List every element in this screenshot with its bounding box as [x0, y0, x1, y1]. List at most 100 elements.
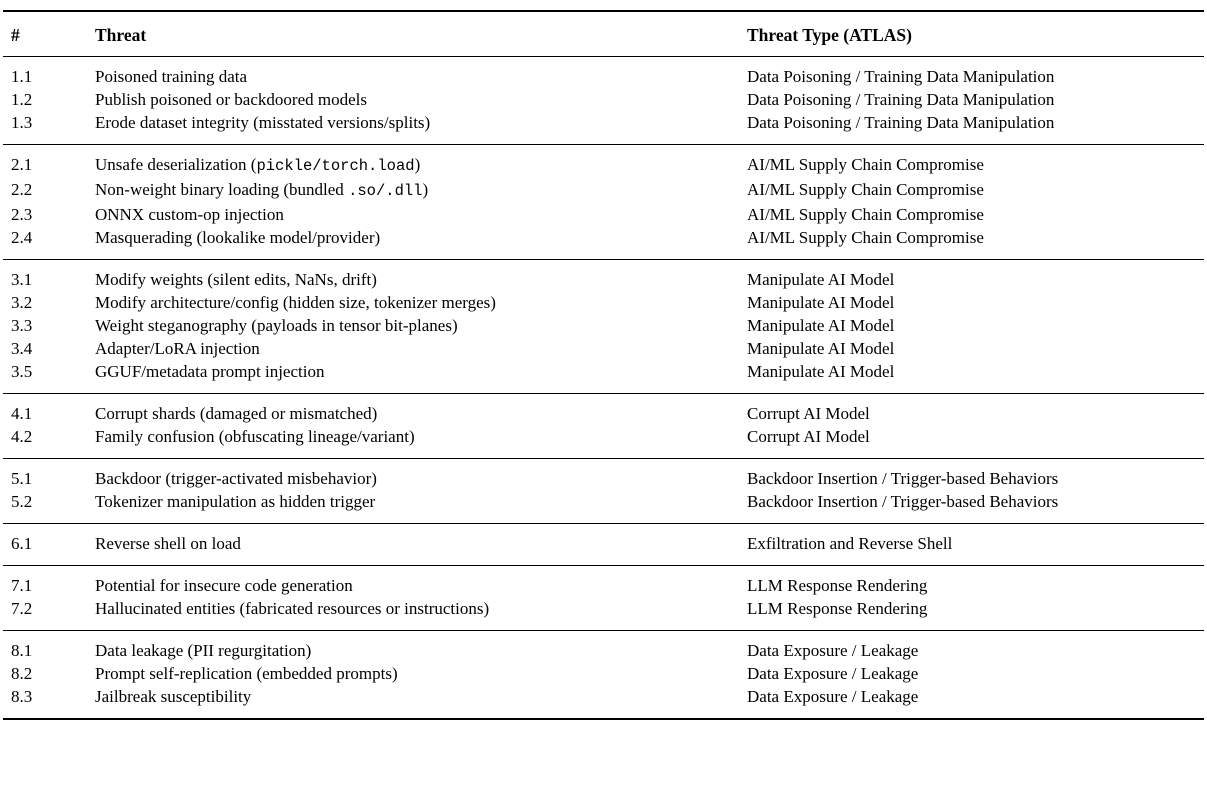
threat-number-cell: 4.1	[11, 404, 33, 423]
threat-type-cell: Data Poisoning / Training Data Manipulat…	[747, 67, 1055, 86]
threat-number-cell: 8.2	[11, 664, 33, 683]
threat-cell: Corrupt shards (damaged or mismatched)	[95, 394, 747, 426]
table-row: 2.1 Unsafe deserialization (pickle/torch.…	[3, 145, 1204, 179]
threat-cell: Data leakage (PII regurgitation)	[95, 631, 747, 663]
threat-text: Adapter/LoRA injection	[95, 339, 260, 358]
table-row: 2.3 ONNX custom-op injection AI/ML Supply …	[3, 203, 1204, 226]
table-row: 8.1 Data leakage (PII regurgitation) Data …	[3, 631, 1204, 663]
threat-type-cell: Data Exposure / Leakage	[747, 664, 919, 683]
threat-cell: Non-weight binary loading (bundled .so/.…	[95, 178, 747, 203]
table-row: 1.3 Erode dataset integrity (misstated ve…	[3, 111, 1204, 145]
table-row: 3.4 Adapter/LoRA injection Manipulate AI M…	[3, 337, 1204, 360]
threat-type-cell: AI/ML Supply Chain Compromise	[747, 155, 984, 174]
threat-number-cell: 2.1	[11, 155, 33, 174]
threat-type-cell: LLM Response Rendering	[747, 599, 928, 618]
threat-text: )	[422, 180, 429, 199]
threat-number-cell: 3.3	[11, 316, 33, 335]
threat-type-cell: Exfiltration and Reverse Shell	[747, 534, 953, 553]
threat-text: )	[414, 155, 421, 174]
threat-text: Family confusion (obfuscating lineage/va…	[95, 427, 415, 446]
threat-number-cell: 2.2	[11, 180, 33, 199]
threat-cell: ONNX custom-op injection	[95, 203, 747, 226]
threat-text: Prompt self-replication (embedded prompt…	[95, 664, 398, 683]
threat-type-cell: AI/ML Supply Chain Compromise	[747, 205, 984, 224]
threat-cell: Potential for insecure code generation	[95, 566, 747, 598]
table-row: 4.2 Family confusion (obfuscating lineage…	[3, 425, 1204, 459]
code-text: pickle/torch.load	[256, 157, 415, 175]
table-row: 2.2 Non-weight binary loading (bundled .s…	[3, 178, 1204, 203]
threat-table: # Threat Threat Type (ATLAS) 1.1 Poisoned…	[3, 10, 1204, 720]
threat-number-cell: 5.2	[11, 492, 33, 511]
threat-text: Weight steganography (payloads in tensor…	[95, 316, 458, 335]
threat-type-cell: Manipulate AI Model	[747, 339, 895, 358]
threat-text: Masquerading (lookalike model/provider)	[95, 228, 381, 247]
column-header-num: #	[11, 25, 20, 45]
threat-cell: Backdoor (trigger-activated misbehavior)	[95, 459, 747, 491]
threat-group: 2.1 Unsafe deserialization (pickle/torch.…	[3, 144, 1204, 260]
threat-type-cell: Backdoor Insertion / Trigger-based Behav…	[747, 469, 1059, 488]
threat-number-cell: 8.1	[11, 641, 33, 660]
threat-text: Erode dataset integrity (misstated versi…	[95, 113, 431, 132]
threat-type-cell: Manipulate AI Model	[747, 293, 895, 312]
threat-cell: Masquerading (lookalike model/provider)	[95, 226, 747, 260]
threat-cell: Reverse shell on load	[95, 524, 747, 566]
threat-text: Corrupt shards (damaged or mismatched)	[95, 404, 378, 423]
table-row: 1.2 Publish poisoned or backdoored models…	[3, 88, 1204, 111]
table-header: # Threat Threat Type (ATLAS)	[3, 11, 1204, 57]
threat-cell: Modify weights (silent edits, NaNs, drif…	[95, 260, 747, 292]
threat-number-cell: 1.1	[11, 67, 33, 86]
table-row: 3.5 GGUF/metadata prompt injection Manipul…	[3, 360, 1204, 394]
threat-type-cell: Manipulate AI Model	[747, 270, 895, 289]
threat-cell: Tokenizer manipulation as hidden trigger	[95, 490, 747, 524]
threat-cell: Erode dataset integrity (misstated versi…	[95, 111, 747, 145]
threat-number-cell: 1.2	[11, 90, 33, 109]
threat-text: ONNX custom-op injection	[95, 205, 284, 224]
table-row: 3.2 Modify architecture/config (hidden si…	[3, 291, 1204, 314]
threat-type-cell: LLM Response Rendering	[747, 576, 928, 595]
table-row: 7.2 Hallucinated entities (fabricated res…	[3, 597, 1204, 631]
table-row: 4.1 Corrupt shards (damaged or mismatched…	[3, 394, 1204, 426]
threat-text: Potential for insecure code generation	[95, 576, 353, 595]
threat-type-cell: Manipulate AI Model	[747, 316, 895, 335]
column-header-threat: Threat	[95, 25, 147, 45]
threat-cell: GGUF/metadata prompt injection	[95, 360, 747, 394]
threat-number-cell: 1.3	[11, 113, 33, 132]
threat-type-cell: AI/ML Supply Chain Compromise	[747, 180, 984, 199]
threat-cell: Weight steganography (payloads in tensor…	[95, 314, 747, 337]
threat-number-cell: 8.3	[11, 687, 33, 706]
threat-text: GGUF/metadata prompt injection	[95, 362, 325, 381]
threat-type-cell: Corrupt AI Model	[747, 404, 870, 423]
table-row: 7.1 Potential for insecure code generatio…	[3, 566, 1204, 598]
threat-text: Poisoned training data	[95, 67, 248, 86]
threat-text: Publish poisoned or backdoored models	[95, 90, 367, 109]
threat-cell: Adapter/LoRA injection	[95, 337, 747, 360]
threat-type-cell: Manipulate AI Model	[747, 362, 895, 381]
threat-text: Modify architecture/config (hidden size,…	[95, 293, 496, 312]
threat-group: 1.1 Poisoned training data Data Poisoning …	[3, 56, 1204, 145]
threat-number-cell: 3.5	[11, 362, 33, 381]
threat-group: 3.1 Modify weights (silent edits, NaNs, d…	[3, 259, 1204, 394]
threat-number-cell: 3.1	[11, 270, 33, 289]
threat-number-cell: 4.2	[11, 427, 33, 446]
threat-group: 5.1 Backdoor (trigger-activated misbehavi…	[3, 458, 1204, 524]
threat-text: Jailbreak susceptibility	[95, 687, 252, 706]
threat-text: Tokenizer manipulation as hidden trigger	[95, 492, 376, 511]
threat-text: Non-weight binary loading (bundled	[95, 180, 349, 199]
threat-type-cell: Backdoor Insertion / Trigger-based Behav…	[747, 492, 1059, 511]
threat-text: Unsafe deserialization (	[95, 155, 257, 174]
table-row: 5.1 Backdoor (trigger-activated misbehavi…	[3, 459, 1204, 491]
threat-cell: Modify architecture/config (hidden size,…	[95, 291, 747, 314]
threat-number-cell: 5.1	[11, 469, 33, 488]
threat-group: 8.1 Data leakage (PII regurgitation) Data …	[3, 630, 1204, 720]
threat-number-cell: 3.2	[11, 293, 33, 312]
table-row: 3.1 Modify weights (silent edits, NaNs, d…	[3, 260, 1204, 292]
threat-text: Backdoor (trigger-activated misbehavior)	[95, 469, 377, 488]
threat-number-cell: 2.3	[11, 205, 33, 224]
threat-type-cell: Data Exposure / Leakage	[747, 641, 919, 660]
threat-cell: Publish poisoned or backdoored models	[95, 88, 747, 111]
threat-cell: Prompt self-replication (embedded prompt…	[95, 662, 747, 685]
threat-cell: Poisoned training data	[95, 57, 747, 89]
threat-number-cell: 6.1	[11, 534, 33, 553]
table-row: 5.2 Tokenizer manipulation as hidden trig…	[3, 490, 1204, 524]
